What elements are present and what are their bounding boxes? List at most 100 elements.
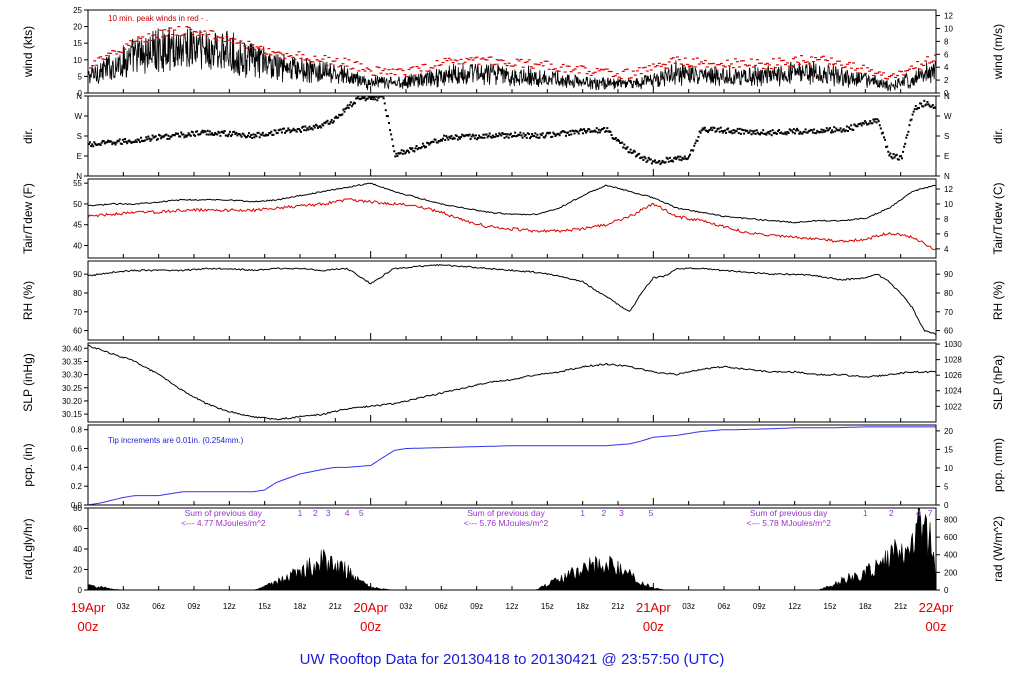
peak-gust-mark (819, 56, 823, 58)
day-tick-time: 00z (78, 619, 99, 634)
peak-gust-mark (830, 57, 833, 59)
peak-gust-mark (501, 59, 505, 62)
direction-point (328, 122, 331, 125)
direction-point (471, 133, 474, 136)
direction-point (721, 131, 724, 134)
direction-point (230, 135, 233, 138)
right-tick-label: 1030 (944, 340, 962, 349)
direction-point (120, 142, 123, 145)
peak-gust-mark (727, 65, 731, 67)
direction-point (902, 150, 905, 153)
peak-gust-mark (387, 69, 391, 71)
direction-point (554, 135, 557, 138)
direction-point (160, 137, 163, 140)
direction-point (357, 96, 360, 98)
direction-point (249, 135, 252, 138)
left-tick-label: 10 (73, 56, 82, 65)
direction-point (795, 129, 798, 132)
direction-point (497, 135, 500, 138)
direction-point (531, 133, 534, 136)
direction-point (210, 132, 213, 135)
y-axis-label-right: RH (%) (991, 281, 1005, 320)
peak-gust-mark (417, 67, 421, 69)
direction-point (837, 129, 840, 132)
direction-point (444, 139, 447, 142)
direction-point (103, 142, 106, 145)
direction-point (895, 153, 898, 156)
direction-point (541, 132, 544, 135)
direction-point (840, 130, 843, 133)
peak-gust-mark (874, 72, 878, 75)
peak-gust-mark (888, 76, 892, 78)
direction-point (287, 127, 290, 130)
direction-point (464, 134, 467, 137)
peak-gust-mark (243, 45, 247, 47)
peak-gust-mark (912, 67, 916, 70)
peak-gust-mark (914, 67, 918, 69)
peak-gust-mark (193, 30, 197, 33)
direction-point (609, 130, 612, 133)
peak-gust-mark (641, 67, 645, 69)
direction-point (832, 131, 835, 134)
direction-point (793, 132, 796, 135)
series-wind-direction (88, 96, 936, 166)
direction-point (313, 126, 316, 129)
direction-point (732, 129, 735, 132)
right-tick-label: 12 (944, 185, 953, 194)
direction-point (708, 129, 711, 132)
direction-point (558, 134, 561, 137)
direction-point (534, 132, 537, 135)
direction-point (122, 140, 125, 143)
direction-point (218, 131, 221, 134)
direction-point (685, 158, 688, 161)
peak-gust-mark (743, 64, 747, 66)
peak-gust-mark (669, 58, 673, 60)
peak-gust-mark (337, 66, 341, 68)
direction-point (237, 133, 240, 136)
direction-point (124, 138, 127, 141)
direction-point (239, 134, 242, 137)
peak-gust-mark (697, 63, 701, 65)
direction-point (268, 131, 271, 134)
direction-point (857, 123, 860, 126)
peak-gust-mark (834, 63, 838, 65)
peak-gust-mark (349, 68, 353, 70)
direction-point (811, 131, 814, 134)
plot-area (88, 508, 936, 590)
direction-point (260, 133, 263, 136)
direction-point (896, 158, 899, 161)
y-axis-label-left: pcp. (in) (21, 443, 35, 486)
direction-point (778, 128, 781, 131)
direction-point (654, 159, 657, 162)
direction-point (277, 129, 280, 132)
right-tick-label: 6 (944, 230, 949, 239)
direction-point (797, 129, 800, 132)
direction-point (513, 135, 516, 138)
peak-gust-mark (309, 61, 313, 63)
direction-point (527, 133, 530, 136)
direction-point (666, 157, 669, 160)
direction-point (422, 144, 425, 147)
peak-gust-mark (183, 33, 187, 35)
hour-tick-label: 21z (329, 602, 342, 611)
peak-gust-mark (581, 65, 585, 67)
direction-point (281, 127, 284, 130)
direction-point (434, 138, 437, 141)
peak-gust-mark (715, 64, 719, 66)
direction-point (549, 131, 552, 134)
direction-point (186, 134, 189, 137)
direction-point (709, 128, 712, 131)
peak-gust-mark (759, 62, 763, 64)
right-tick-label: 400 (944, 551, 958, 560)
direction-point (429, 142, 432, 145)
direction-point (704, 129, 707, 132)
direction-point (713, 127, 716, 130)
direction-point (916, 107, 919, 110)
peak-gust-mark (123, 48, 127, 50)
direction-point (276, 132, 279, 135)
direction-point (586, 130, 589, 133)
direction-point (893, 156, 896, 159)
hour-tick-label: 15z (824, 602, 837, 611)
peak-gust-mark (593, 71, 597, 73)
left-tick-label: 80 (73, 289, 82, 298)
